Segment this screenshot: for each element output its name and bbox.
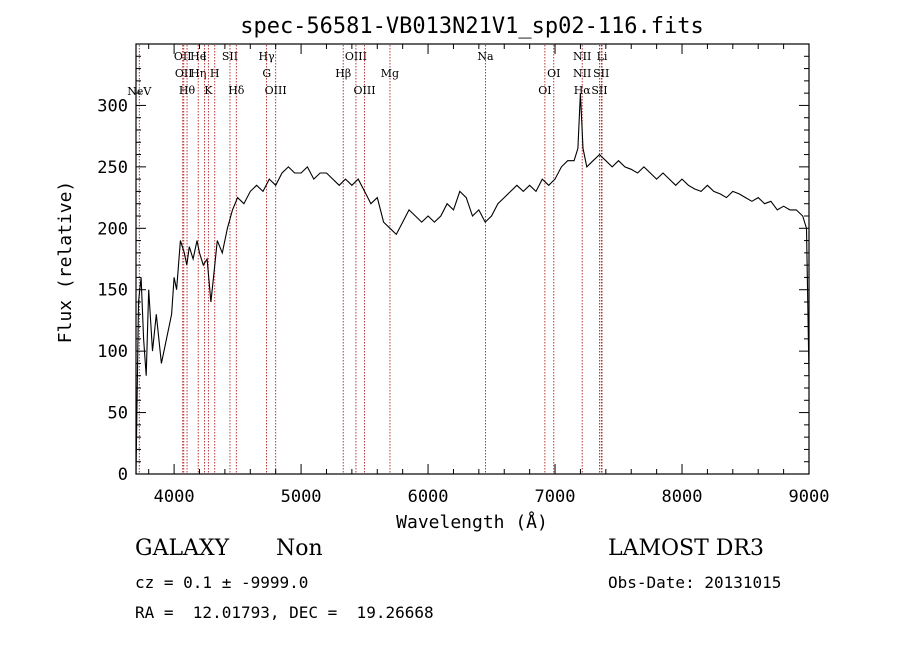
marker-label-21: NII xyxy=(573,50,591,63)
marker-label-19: OI xyxy=(547,67,560,80)
marker-label-1: OII xyxy=(174,50,192,63)
marker-label-11: Hγ xyxy=(258,50,275,63)
x-tick-label-2: 6000 xyxy=(408,487,449,507)
marker-label-15: Hβ xyxy=(335,67,351,80)
flux-series-group xyxy=(135,93,810,475)
emission-line-markers: NeVOIIOIIHθHeHηIKHSIIHδHγGOIIIOIIIHβOIII… xyxy=(127,45,609,473)
y-axis-label: Flux (relative) xyxy=(55,181,76,344)
marker-label-2: OII xyxy=(175,67,193,80)
marker-label-0: NeV xyxy=(127,85,152,98)
y-tick-label-5: 250 xyxy=(97,158,128,178)
y-tick-label-0: 0 xyxy=(118,465,128,485)
marker-label-14: OIII xyxy=(345,50,367,63)
plot-frame xyxy=(135,43,810,475)
marker-label-8: H xyxy=(210,67,220,80)
marker-label-5: Hη xyxy=(190,67,206,80)
x-tick-label-4: 8000 xyxy=(662,487,703,507)
marker-label-10: Hδ xyxy=(228,84,245,97)
marker-label-13: OIII xyxy=(265,84,287,97)
object-class: GALAXY xyxy=(135,536,230,561)
x-tick-label-5: 9000 xyxy=(789,487,830,507)
object-subclass: Non xyxy=(276,536,323,561)
chart-title: spec-56581-VB013N21V1_sp02-116.fits xyxy=(240,14,704,39)
marker-label-4: He xyxy=(190,50,206,63)
marker-label-9: SII xyxy=(222,50,238,63)
marker-label-23: Hα xyxy=(574,84,592,97)
x-tick-label-1: 5000 xyxy=(281,487,322,507)
y-tick-label-3: 150 xyxy=(97,281,128,301)
y-tick-label-6: 300 xyxy=(97,96,128,116)
marker-label-16: OIII xyxy=(354,84,376,97)
y-tick-label-4: 200 xyxy=(97,219,128,239)
coordinates-line: RA = 12.01793, DEC = 19.26668 xyxy=(135,603,434,622)
marker-label-26: SII xyxy=(591,84,607,97)
x-tick-label-3: 7000 xyxy=(535,487,576,507)
marker-label-12: G xyxy=(262,67,271,80)
marker-label-3: Hθ xyxy=(179,84,196,97)
marker-label-18: Na xyxy=(477,50,494,63)
series-line-flux xyxy=(135,93,810,475)
marker-label-6: I xyxy=(202,50,206,63)
redshift-line: cz = 0.1 ± -9999.0 xyxy=(135,573,309,592)
axes-ticks: 4000 5000 6000 7000 8000 9000 0 50 100 150 200 250 3… xyxy=(97,44,829,507)
x-axis-label: Wavelength (Å) xyxy=(396,511,548,533)
survey-name: LAMOST DR3 xyxy=(608,536,764,561)
marker-label-22: NII xyxy=(573,67,591,80)
marker-label-25: SII xyxy=(593,67,609,80)
obs-date-line: Obs-Date: 20131015 xyxy=(608,573,782,592)
marker-label-17: Mg xyxy=(381,67,399,80)
marker-label-24: Li xyxy=(597,50,608,63)
marker-label-7: K xyxy=(204,84,213,97)
y-tick-label-2: 100 xyxy=(97,342,128,362)
y-tick-label-1: 50 xyxy=(108,404,128,424)
marker-label-20: OI xyxy=(538,84,551,97)
x-tick-label-0: 4000 xyxy=(154,487,195,507)
